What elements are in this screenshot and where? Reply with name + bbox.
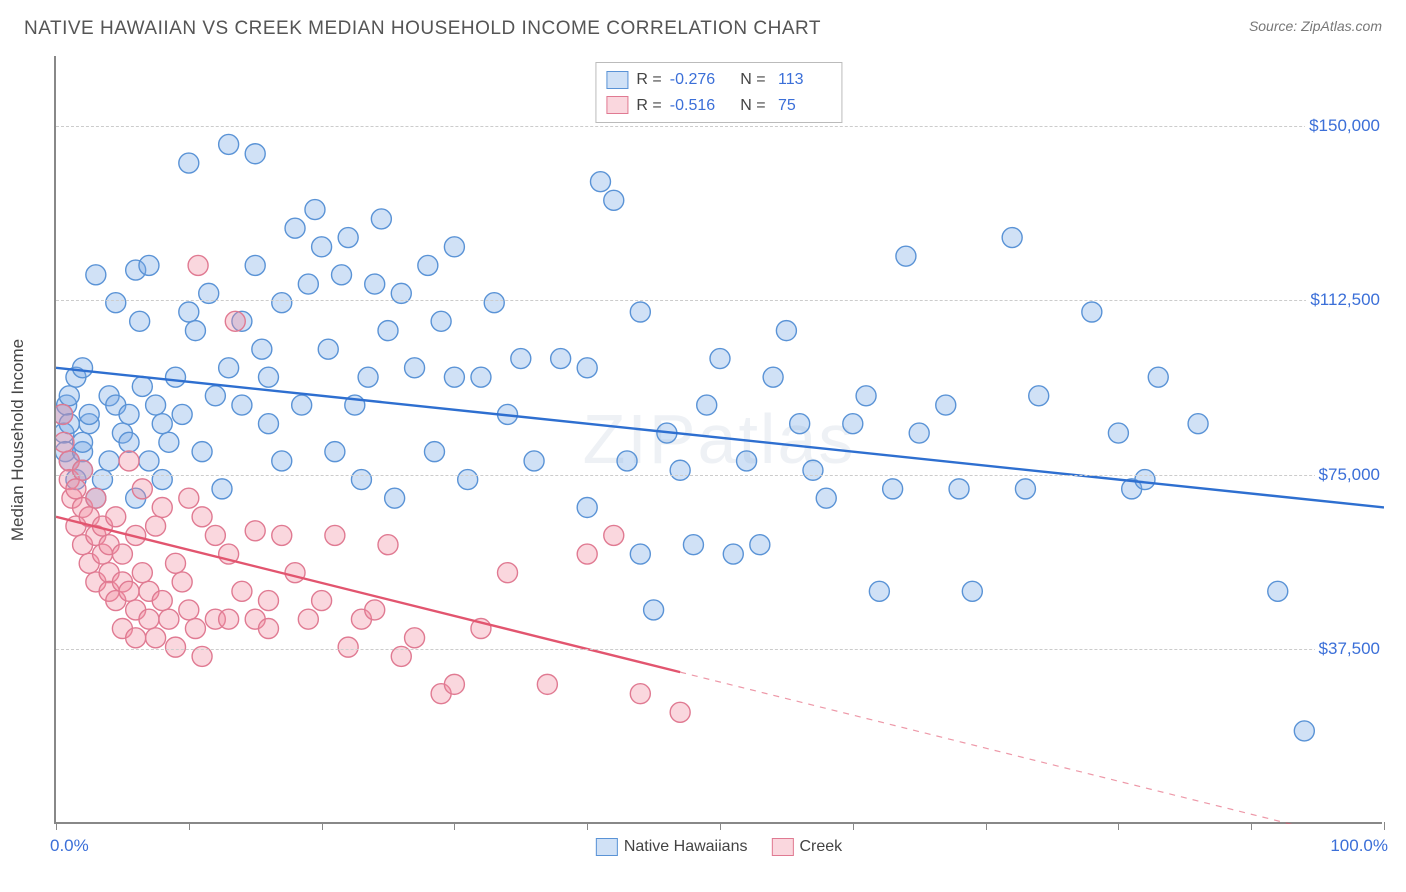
x-tick-mark: [322, 822, 323, 830]
chart-area: Median Household Income ZIPatlas R =-0.2…: [54, 56, 1382, 824]
series-legend: Native Hawaiians Creek: [596, 838, 842, 856]
legend-swatch: [606, 71, 628, 89]
plot-region: ZIPatlas R =-0.276 N = 113R =-0.516 N = …: [54, 56, 1382, 824]
gridline: [56, 126, 1382, 127]
x-tick-mark: [1118, 822, 1119, 830]
gridline: [56, 649, 1382, 650]
chart-title: NATIVE HAWAIIAN VS CREEK MEDIAN HOUSEHOL…: [24, 18, 821, 40]
y-tick-label: $37,500: [1315, 639, 1384, 659]
x-tick-mark: [986, 822, 987, 830]
gridline: [56, 300, 1382, 301]
x-tick-mark: [454, 822, 455, 830]
gridline: [56, 475, 1382, 476]
x-tick-mark: [587, 822, 588, 830]
x-tick-mark: [853, 822, 854, 830]
x-label-left: 0.0%: [50, 836, 89, 856]
correlation-legend-row: R =-0.516 N = 75: [606, 93, 831, 119]
legend-swatch: [606, 96, 628, 114]
legend-item: Creek: [771, 838, 842, 856]
legend-swatch: [771, 838, 793, 856]
correlation-legend: R =-0.276 N = 113R =-0.516 N = 75: [595, 62, 842, 123]
correlation-legend-row: R =-0.276 N = 113: [606, 67, 831, 93]
x-tick-mark: [56, 822, 57, 830]
x-tick-mark: [1384, 822, 1385, 830]
scatter-svg: [56, 56, 1384, 824]
x-tick-mark: [1251, 822, 1252, 830]
legend-swatch: [596, 838, 618, 856]
y-tick-label: $75,000: [1315, 465, 1384, 485]
source-attribution: Source: ZipAtlas.com: [1249, 18, 1382, 34]
y-tick-label: $150,000: [1305, 116, 1384, 136]
legend-item: Native Hawaiians: [596, 838, 748, 856]
x-tick-mark: [720, 822, 721, 830]
y-axis-title: Median Household Income: [8, 339, 28, 541]
x-label-right: 100.0%: [1330, 836, 1388, 856]
x-tick-mark: [189, 822, 190, 830]
y-tick-label: $112,500: [1306, 290, 1384, 310]
